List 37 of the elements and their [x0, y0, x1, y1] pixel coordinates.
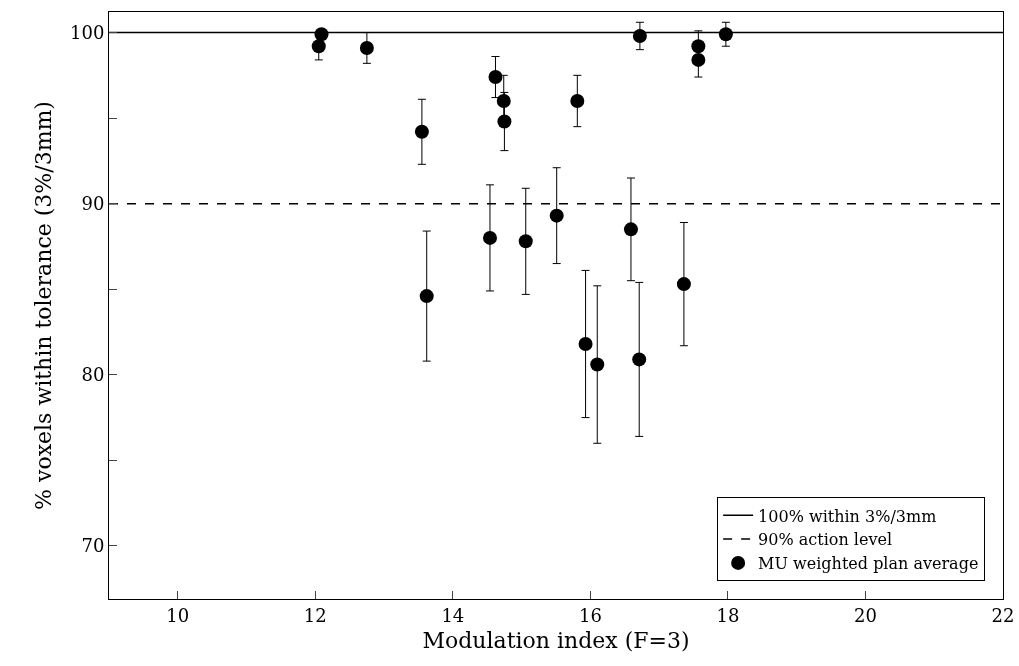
point	[632, 28, 647, 43]
x-tick-label: 22	[991, 604, 1015, 626]
x-tick-label: 20	[854, 604, 877, 626]
y-tick-label: 100	[70, 21, 105, 43]
x-tick-label: 14	[441, 604, 465, 626]
point	[676, 277, 691, 292]
x-tick-label: 10	[166, 604, 190, 626]
x-tick-label: 12	[303, 604, 327, 626]
y-tick-label: 70	[81, 535, 105, 557]
y-tick-label: 90	[81, 192, 105, 214]
point	[314, 27, 329, 42]
point	[632, 352, 647, 367]
point	[691, 52, 706, 67]
x-axis-title: Modulation index (F=3)	[422, 628, 690, 654]
point	[578, 337, 593, 351]
point	[482, 230, 497, 245]
point	[488, 70, 503, 85]
point	[311, 39, 326, 54]
point	[718, 27, 733, 42]
y-tick-label: 80	[81, 364, 105, 386]
point	[518, 234, 533, 249]
x-tick-label: 18	[716, 604, 740, 626]
point	[623, 222, 638, 237]
point	[549, 208, 564, 223]
point	[497, 114, 512, 129]
point	[414, 124, 429, 139]
point	[419, 289, 434, 304]
point	[691, 39, 706, 54]
point	[359, 40, 374, 55]
legend-label: MU weighted plan average	[758, 554, 979, 574]
point	[590, 357, 605, 372]
point	[496, 93, 511, 108]
legend-label: 90% action level	[758, 530, 893, 550]
legend-label: 100% within 3%/3mm	[758, 506, 937, 526]
point	[570, 93, 585, 108]
x-tick-label: 16	[578, 604, 602, 626]
y-axis-title: % voxels within tolerance (3%/3mm)	[30, 101, 56, 510]
